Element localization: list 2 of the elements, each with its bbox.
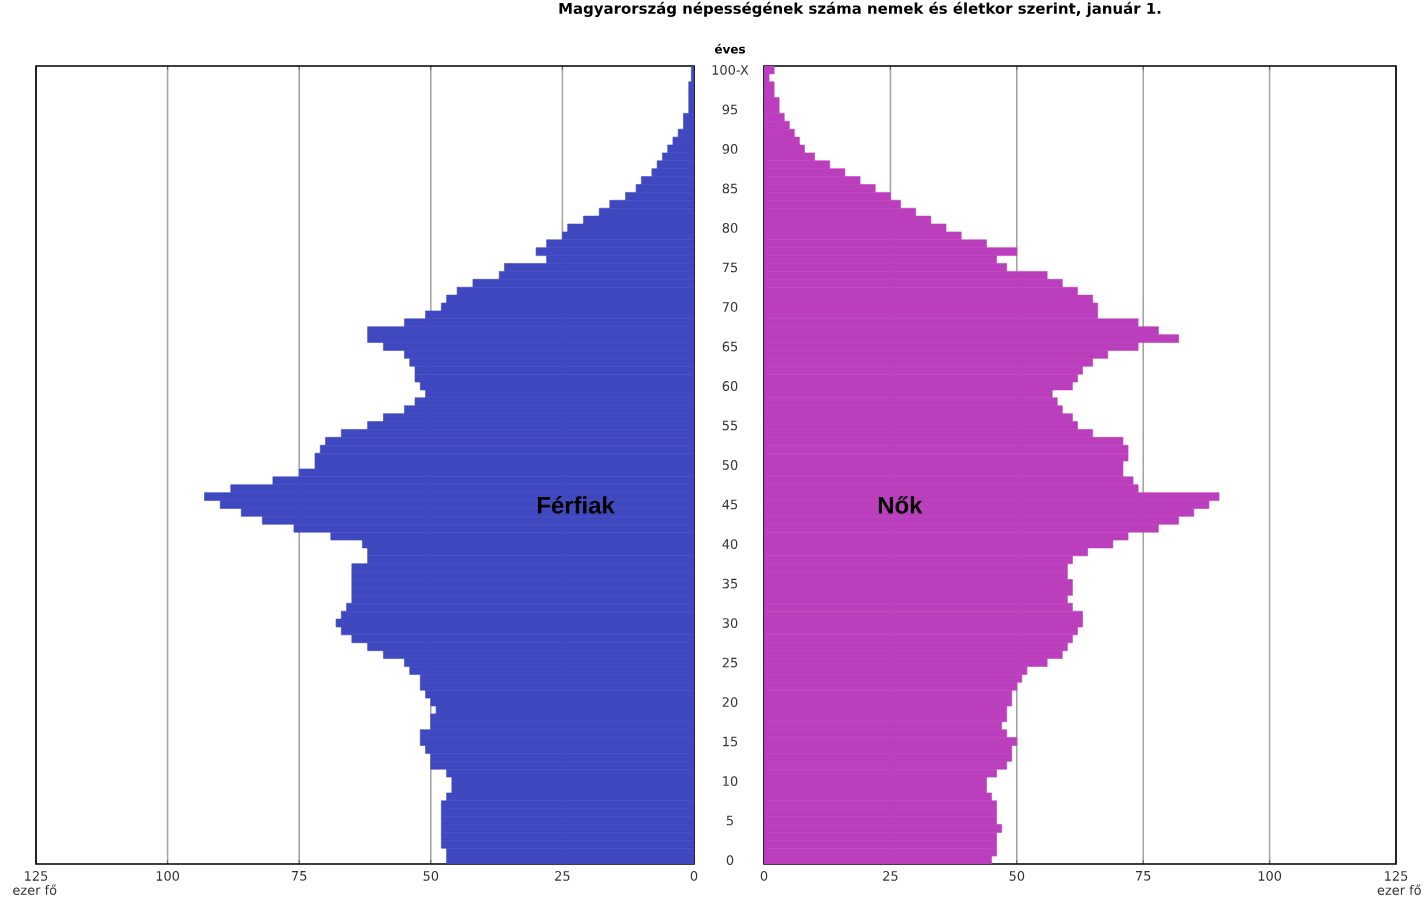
annotation: Férfiak (537, 496, 615, 514)
annotation: Nők (878, 496, 923, 514)
